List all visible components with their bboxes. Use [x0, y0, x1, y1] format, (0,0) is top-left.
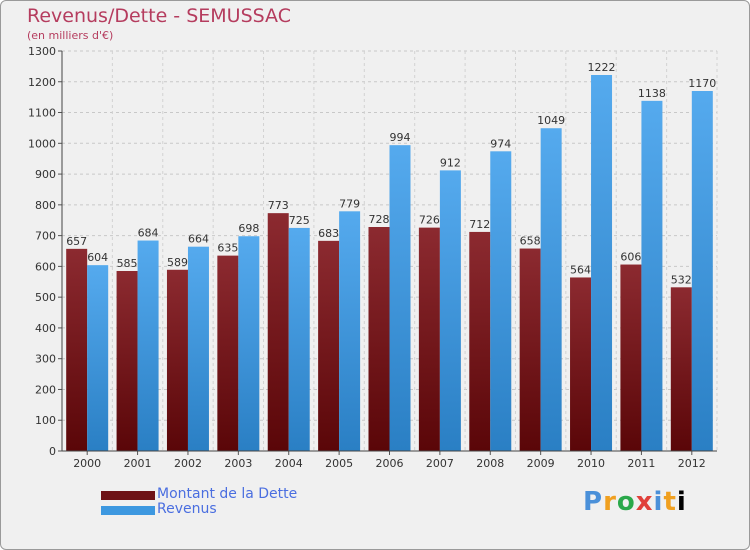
data-label-debt: 564 — [570, 263, 591, 276]
bar-revenue — [87, 265, 109, 451]
bar-debt — [469, 231, 491, 451]
data-label-debt: 606 — [620, 251, 641, 264]
data-label-debt: 773 — [268, 199, 289, 212]
bar-debt — [570, 277, 592, 451]
x-tick-label: 2007 — [426, 457, 454, 470]
legend-swatch-revenue — [101, 506, 155, 515]
bar-debt — [368, 227, 390, 451]
y-tick-label: 0 — [49, 445, 56, 458]
bar-revenue — [540, 128, 562, 451]
x-tick-label: 2008 — [476, 457, 504, 470]
x-tick-label: 2006 — [376, 457, 404, 470]
data-label-revenue: 604 — [87, 251, 108, 264]
y-tick-label: 900 — [35, 168, 56, 181]
bar-debt — [166, 269, 188, 451]
data-label-debt: 726 — [419, 214, 440, 227]
y-tick-label: 1100 — [28, 107, 56, 120]
data-label-debt: 635 — [217, 242, 238, 255]
data-label-revenue: 684 — [138, 227, 159, 240]
x-tick-label: 2003 — [224, 457, 252, 470]
data-label-debt: 657 — [66, 235, 87, 248]
y-tick-label: 500 — [35, 291, 56, 304]
data-label-revenue: 725 — [289, 214, 310, 227]
bar-revenue — [137, 240, 159, 451]
axis-layer: 0 100 200 300 400 500 600 700 800 900 1000 1100 1200… — [28, 45, 717, 470]
chart-title: Revenus/Dette - SEMUSSAC — [27, 5, 291, 27]
bar-debt — [670, 287, 692, 451]
bar-debt — [66, 248, 88, 451]
data-label-revenue: 664 — [188, 233, 209, 246]
bar-revenue — [641, 100, 663, 451]
bar-revenue — [439, 170, 461, 451]
data-label-debt: 589 — [167, 256, 188, 269]
bar-debt — [217, 255, 239, 451]
bar-revenue — [490, 151, 512, 452]
y-tick-label: 1000 — [28, 137, 56, 150]
y-tick-label: 600 — [35, 260, 56, 273]
proxiti-logo: Proxiti — [583, 487, 687, 517]
data-label-revenue: 1170 — [688, 77, 716, 90]
y-tick-label: 700 — [35, 230, 56, 243]
bar-revenue — [691, 91, 713, 451]
bar-revenue — [238, 236, 260, 451]
data-label-revenue: 1222 — [588, 61, 616, 74]
bars-layer — [66, 75, 713, 452]
y-tick-label: 800 — [35, 199, 56, 212]
y-tick-label: 300 — [35, 353, 56, 366]
bar-debt — [418, 227, 440, 451]
y-tick-label: 1200 — [28, 76, 56, 89]
data-label-debt: 728 — [369, 213, 390, 226]
x-tick-label: 2001 — [124, 457, 152, 470]
data-label-revenue: 994 — [390, 131, 411, 144]
bar-debt — [318, 240, 340, 451]
data-label-debt: 532 — [671, 273, 692, 286]
data-label-revenue: 1049 — [537, 114, 565, 127]
y-tick-label: 100 — [35, 414, 56, 427]
x-tick-label: 2012 — [678, 457, 706, 470]
x-tick-label: 2002 — [174, 457, 202, 470]
bar-revenue — [591, 75, 613, 451]
bar-revenue — [288, 227, 310, 451]
x-tick-label: 2005 — [325, 457, 353, 470]
data-label-revenue: 974 — [490, 137, 511, 150]
legend-swatch-debt — [101, 491, 155, 500]
data-label-revenue: 698 — [238, 222, 259, 235]
data-label-debt: 683 — [318, 227, 339, 240]
x-tick-label: 2004 — [275, 457, 303, 470]
x-tick-label: 2010 — [577, 457, 605, 470]
bar-revenue — [187, 246, 209, 451]
chart-subtitle: (en milliers d'€) — [27, 29, 114, 42]
y-tick-label: 200 — [35, 383, 56, 396]
bar-debt — [519, 248, 541, 451]
bar-debt — [620, 264, 642, 451]
x-tick-label: 2011 — [627, 457, 655, 470]
data-label-revenue: 779 — [339, 197, 360, 210]
data-label-revenue: 1138 — [638, 87, 666, 100]
data-label-debt: 658 — [520, 235, 541, 248]
bar-debt — [116, 271, 138, 451]
bar-revenue — [389, 145, 411, 451]
y-tick-label: 400 — [35, 322, 56, 335]
data-label-revenue: 912 — [440, 156, 461, 169]
x-tick-label: 2000 — [73, 457, 101, 470]
data-label-debt: 585 — [117, 257, 138, 270]
legend-label-revenue: Revenus — [157, 501, 217, 517]
legend-label-debt: Montant de la Dette — [157, 486, 298, 502]
x-tick-label: 2009 — [527, 457, 555, 470]
data-label-debt: 712 — [469, 218, 490, 231]
bar-revenue — [339, 211, 361, 451]
y-tick-label: 1300 — [28, 45, 56, 58]
bar-debt — [267, 213, 289, 451]
